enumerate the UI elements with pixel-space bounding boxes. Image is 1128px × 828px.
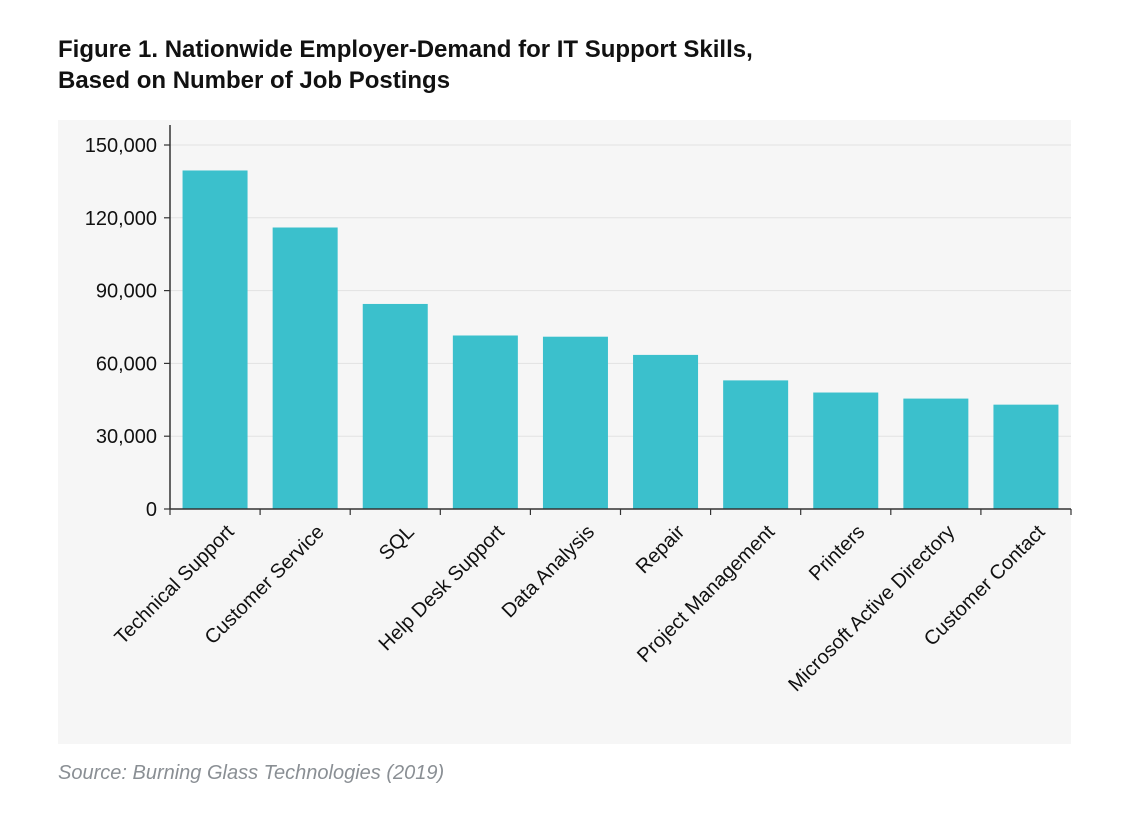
y-tick-label: 30,000 (96, 426, 157, 448)
bar (813, 392, 879, 509)
bar (542, 336, 608, 509)
bar (903, 398, 969, 509)
y-tick-label: 60,000 (96, 353, 157, 375)
bar (182, 170, 248, 510)
x-category-label: Microsoft Active Directory (784, 521, 959, 696)
axes (164, 125, 1072, 515)
x-category-label: SQL (375, 521, 419, 565)
chart-title: Figure 1. Nationwide Employer-Demand for… (58, 34, 1058, 96)
bar (452, 335, 518, 509)
source-note: Source: Burning Glass Technologies (2019… (58, 762, 445, 784)
chart-title-line-1: Figure 1. Nationwide Employer-Demand for… (58, 36, 753, 63)
y-tick-label: 90,000 (96, 281, 157, 303)
y-tick-label: 0 (146, 499, 157, 521)
bar (272, 227, 338, 510)
bar (633, 354, 699, 509)
x-category-label: Printers (805, 521, 869, 585)
bars (182, 170, 1059, 510)
chart-title-line-2: Based on Number of Job Postings (58, 67, 451, 94)
x-category-label: Data Analysis (498, 521, 599, 622)
bar (723, 380, 789, 509)
x-category-label: Repair (632, 521, 689, 578)
y-tick-label: 120,000 (85, 208, 157, 230)
bar (993, 404, 1059, 509)
bar (362, 303, 428, 509)
y-tick-label: 150,000 (85, 135, 157, 157)
